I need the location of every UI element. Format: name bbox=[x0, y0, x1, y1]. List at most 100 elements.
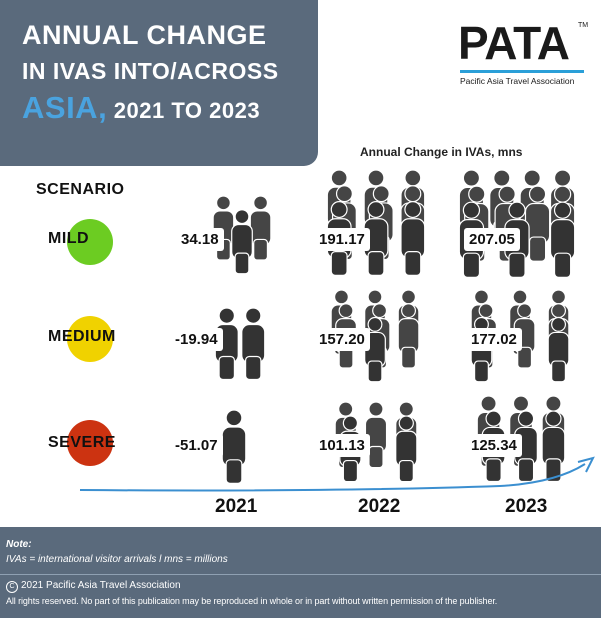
person-legs bbox=[342, 459, 359, 483]
person-legs bbox=[401, 346, 417, 369]
person-legs bbox=[517, 346, 533, 369]
person-head bbox=[523, 170, 541, 187]
crowd-icon-severe-2021 bbox=[221, 410, 247, 484]
value-mild-2023: 207.05 bbox=[464, 228, 520, 251]
crowd-icon-mild-2021 bbox=[212, 196, 272, 275]
person-legs bbox=[234, 252, 250, 275]
value-severe-2022: 101.13 bbox=[314, 434, 370, 457]
person-head bbox=[234, 209, 250, 225]
crowd-icon-mild-2022 bbox=[326, 170, 426, 276]
value-severe-2023: 125.34 bbox=[466, 434, 522, 457]
person-legs bbox=[517, 458, 535, 483]
person-head bbox=[244, 308, 262, 324]
scenario-header: SCENARIO bbox=[36, 181, 125, 198]
person-head bbox=[508, 201, 526, 219]
person-legs bbox=[225, 459, 243, 484]
person-head bbox=[528, 185, 547, 203]
scenario-label-medium: MEDIUM bbox=[48, 328, 116, 345]
person-legs bbox=[253, 238, 269, 261]
person-legs bbox=[551, 360, 567, 383]
copyright-text: 2021 Pacific Asia Travel Association bbox=[21, 580, 181, 591]
person-head bbox=[367, 316, 383, 332]
scenario-dot-severe bbox=[67, 420, 113, 466]
person-legs bbox=[330, 251, 348, 276]
person-head bbox=[512, 290, 528, 305]
value-medium-2022: 157.20 bbox=[314, 328, 370, 351]
value-severe-2021: -51.07 bbox=[170, 434, 223, 457]
chart-title: Annual Change in IVAs, mns bbox=[360, 145, 523, 159]
title-year-range: 2021 TO 2023 bbox=[107, 98, 261, 123]
person-head bbox=[335, 185, 353, 203]
person-legs bbox=[398, 459, 414, 483]
title-line-3: ASIA, 2021 TO 2023 bbox=[22, 90, 260, 126]
person-head bbox=[551, 316, 567, 332]
person-head bbox=[485, 410, 502, 427]
person-legs bbox=[368, 445, 384, 469]
logo-trademark: TM bbox=[578, 22, 589, 29]
scenario-dot-medium bbox=[67, 316, 113, 362]
person-head bbox=[553, 201, 572, 219]
person-head bbox=[398, 415, 414, 431]
title-line-1: ANNUAL CHANGE bbox=[22, 20, 267, 50]
person-head bbox=[338, 303, 354, 319]
value-medium-2023: 177.02 bbox=[466, 328, 522, 351]
person-legs bbox=[473, 360, 489, 383]
value-medium-2021: -19.94 bbox=[170, 328, 223, 351]
person-legs bbox=[553, 252, 572, 278]
scenario-dot-mild bbox=[67, 219, 113, 265]
person-legs bbox=[485, 458, 502, 483]
pata-logo: PATA TM Pacific Asia Travel Association bbox=[458, 18, 588, 90]
person-head bbox=[517, 410, 535, 427]
copyright-symbol: C bbox=[6, 581, 18, 593]
person-head bbox=[372, 303, 388, 319]
person-legs bbox=[404, 251, 422, 276]
person-head bbox=[330, 170, 348, 187]
person-head bbox=[404, 201, 422, 219]
rights-notice: All rights reserved. No part of this pub… bbox=[6, 596, 498, 606]
person-head bbox=[253, 196, 269, 211]
footer: Note: IVAs = international visitor arriv… bbox=[0, 527, 601, 618]
person-legs bbox=[508, 252, 526, 278]
title-line-2: IN IVAS INTO/ACROSS bbox=[22, 58, 279, 84]
person-legs bbox=[244, 355, 262, 381]
person-head bbox=[517, 303, 533, 319]
person-head bbox=[338, 402, 354, 417]
person-head bbox=[215, 196, 231, 211]
person-legs bbox=[367, 360, 383, 383]
logo-underline bbox=[460, 70, 584, 73]
person-head bbox=[462, 201, 481, 219]
person-head bbox=[367, 170, 385, 187]
person-head bbox=[493, 170, 511, 187]
person-head bbox=[333, 290, 349, 305]
person-head bbox=[372, 185, 390, 203]
logo-wordmark: PATA bbox=[458, 17, 570, 69]
person-head bbox=[218, 308, 236, 324]
person-head bbox=[545, 410, 562, 427]
person-head bbox=[401, 303, 417, 319]
person-head bbox=[512, 396, 530, 412]
person-head bbox=[225, 410, 243, 427]
crowd-icon-medium-2021 bbox=[214, 308, 266, 381]
year-label-2023: 2023 bbox=[505, 496, 548, 517]
note-heading: Note: bbox=[6, 539, 32, 550]
person-head bbox=[367, 201, 385, 219]
logo-subtitle: Pacific Asia Travel Association bbox=[460, 76, 575, 86]
title-accent-asia: ASIA, bbox=[22, 90, 108, 125]
note-text: IVAs = international visitor arrivals l … bbox=[6, 554, 228, 565]
copyright: C 2021 Pacific Asia Travel Association bbox=[6, 580, 181, 593]
person-head bbox=[473, 290, 489, 305]
footer-divider bbox=[0, 574, 601, 575]
year-label-2022: 2022 bbox=[358, 496, 401, 517]
year-label-2021: 2021 bbox=[215, 496, 258, 517]
trend-arrow bbox=[79, 456, 595, 492]
person-legs bbox=[367, 251, 385, 276]
scenario-label-severe: SEVERE bbox=[48, 434, 116, 451]
value-mild-2021: 34.18 bbox=[176, 228, 224, 251]
title-panel: ANNUAL CHANGE IN IVAS INTO/ACROSS ASIA, … bbox=[0, 0, 318, 166]
person-head bbox=[498, 185, 516, 203]
person-head bbox=[342, 415, 359, 431]
person-head bbox=[468, 185, 486, 203]
person-legs bbox=[462, 252, 481, 278]
value-mild-2022: 191.17 bbox=[314, 228, 370, 251]
person-legs bbox=[218, 355, 236, 381]
